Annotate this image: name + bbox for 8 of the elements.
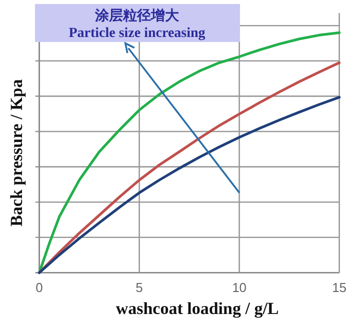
x-tick-label: 10: [232, 280, 247, 295]
text: 涂层粒径增大: [94, 8, 180, 24]
x-tick-label: 5: [136, 280, 143, 295]
x-tick-label: 0: [36, 280, 43, 295]
x-axis-title: washcoat loading / g/L: [116, 299, 279, 318]
y-axis-title: Back pressure / Kpa: [7, 78, 26, 226]
x-tick-label: 15: [332, 280, 347, 295]
annotation: Particle size increasing: [68, 26, 206, 41]
